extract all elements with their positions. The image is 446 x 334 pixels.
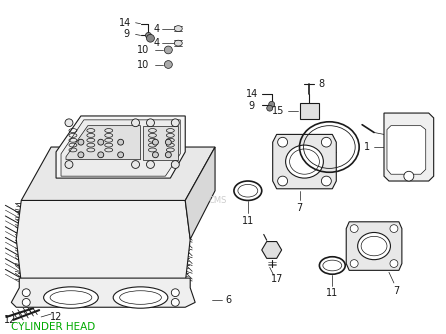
Polygon shape bbox=[346, 222, 402, 270]
Text: 14: 14 bbox=[119, 18, 131, 28]
Ellipse shape bbox=[285, 145, 323, 178]
Text: 8: 8 bbox=[318, 79, 324, 89]
Text: 6: 6 bbox=[225, 296, 231, 306]
Circle shape bbox=[78, 152, 84, 158]
Text: 14: 14 bbox=[246, 89, 258, 99]
Circle shape bbox=[165, 152, 171, 158]
Text: 15: 15 bbox=[272, 106, 284, 116]
Text: 4: 4 bbox=[153, 24, 160, 34]
Text: 17: 17 bbox=[270, 274, 283, 284]
Text: 4: 4 bbox=[153, 38, 160, 48]
Ellipse shape bbox=[319, 257, 345, 274]
Text: 12: 12 bbox=[50, 312, 62, 322]
Polygon shape bbox=[17, 200, 190, 283]
Text: 10: 10 bbox=[137, 59, 149, 69]
Ellipse shape bbox=[44, 287, 98, 308]
Polygon shape bbox=[262, 241, 281, 259]
Circle shape bbox=[132, 161, 140, 168]
Polygon shape bbox=[61, 120, 180, 176]
Circle shape bbox=[65, 119, 73, 127]
Circle shape bbox=[145, 32, 152, 38]
Polygon shape bbox=[21, 147, 215, 200]
Circle shape bbox=[118, 152, 124, 158]
Polygon shape bbox=[273, 134, 336, 189]
Polygon shape bbox=[384, 113, 434, 181]
Ellipse shape bbox=[174, 26, 182, 31]
Text: 11: 11 bbox=[326, 288, 339, 298]
Circle shape bbox=[322, 137, 331, 147]
Circle shape bbox=[278, 176, 288, 186]
Circle shape bbox=[404, 171, 414, 181]
Circle shape bbox=[278, 137, 288, 147]
Circle shape bbox=[65, 161, 73, 168]
Circle shape bbox=[98, 152, 104, 158]
Circle shape bbox=[22, 289, 30, 297]
Text: 16: 16 bbox=[383, 129, 395, 139]
Text: 9: 9 bbox=[124, 29, 130, 39]
Circle shape bbox=[165, 139, 171, 145]
Circle shape bbox=[268, 102, 275, 107]
Circle shape bbox=[171, 299, 179, 306]
Text: 9: 9 bbox=[249, 101, 255, 111]
Circle shape bbox=[171, 289, 179, 297]
Circle shape bbox=[390, 260, 398, 268]
Circle shape bbox=[98, 139, 104, 145]
Polygon shape bbox=[56, 116, 185, 178]
Circle shape bbox=[118, 139, 124, 145]
Text: CMS: CMS bbox=[209, 196, 227, 205]
Circle shape bbox=[146, 161, 154, 168]
Circle shape bbox=[153, 139, 158, 145]
Polygon shape bbox=[11, 278, 195, 307]
Text: CYLINDER HEAD: CYLINDER HEAD bbox=[11, 322, 95, 332]
Text: 12: 12 bbox=[4, 315, 17, 325]
Ellipse shape bbox=[358, 232, 390, 260]
Circle shape bbox=[132, 119, 140, 127]
Circle shape bbox=[146, 34, 154, 42]
Circle shape bbox=[390, 225, 398, 232]
Circle shape bbox=[267, 105, 273, 111]
Polygon shape bbox=[144, 126, 178, 160]
Circle shape bbox=[146, 119, 154, 127]
Ellipse shape bbox=[113, 287, 168, 308]
Polygon shape bbox=[66, 126, 140, 160]
Circle shape bbox=[165, 60, 172, 68]
Circle shape bbox=[350, 225, 358, 232]
Circle shape bbox=[22, 299, 30, 306]
Circle shape bbox=[171, 161, 179, 168]
Text: 1: 1 bbox=[364, 142, 370, 152]
Ellipse shape bbox=[174, 40, 182, 46]
Circle shape bbox=[78, 139, 84, 145]
Circle shape bbox=[322, 176, 331, 186]
Text: 10: 10 bbox=[137, 45, 149, 55]
Polygon shape bbox=[387, 126, 426, 174]
Text: 7: 7 bbox=[393, 286, 399, 296]
Polygon shape bbox=[185, 147, 215, 239]
Circle shape bbox=[165, 46, 172, 54]
Circle shape bbox=[350, 260, 358, 268]
Text: 11: 11 bbox=[242, 216, 254, 226]
Text: 7: 7 bbox=[297, 203, 303, 213]
Polygon shape bbox=[300, 103, 319, 119]
Ellipse shape bbox=[234, 181, 262, 200]
Circle shape bbox=[171, 119, 179, 127]
Circle shape bbox=[153, 152, 158, 158]
